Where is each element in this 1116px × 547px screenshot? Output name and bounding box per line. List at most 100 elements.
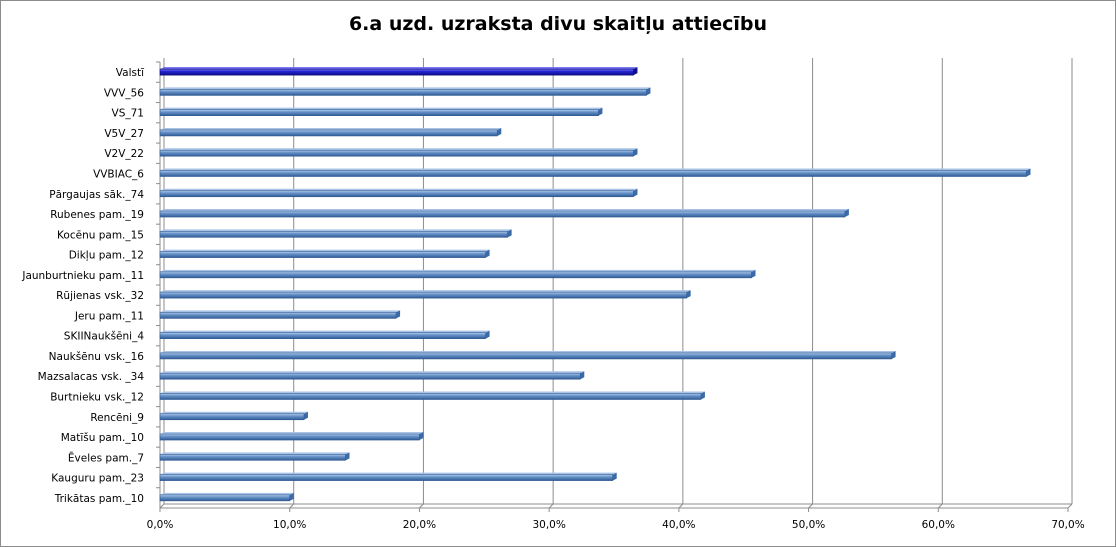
category-label-19: Ēveles pam._7: [68, 451, 144, 464]
bar-cap-17: [303, 411, 308, 420]
bar-cap-11: [686, 290, 691, 299]
bar-face-4: [159, 149, 634, 157]
category-label-21: Trikātas pam._10: [54, 493, 144, 505]
bar-top-17: [160, 411, 308, 414]
category-label-8: Kocēnu pam._15: [57, 229, 144, 241]
bar-top-9: [160, 249, 490, 252]
gridline-floor-7: [1067, 503, 1073, 509]
bar-cap-19: [345, 452, 350, 461]
bar-cap-0: [633, 67, 638, 76]
bar-top-13: [160, 330, 490, 333]
bar-cap-8: [507, 229, 512, 238]
bar-cap-7: [844, 209, 849, 218]
bar-top-16: [160, 391, 705, 394]
bar-cap-4: [633, 148, 638, 157]
bar-top-21: [160, 492, 294, 495]
bar-5: [159, 168, 1031, 177]
bar-cap-15: [580, 371, 585, 380]
bar-face-5: [159, 170, 1027, 177]
gridline-floor-2: [419, 503, 424, 509]
x-tick-label-5: 50,0%: [792, 519, 825, 531]
bar-top-4: [160, 148, 638, 151]
bar-18: [159, 432, 424, 441]
bar-20: [159, 472, 617, 481]
chart-title: 6.a uzd. uzraksta divu skaitļu attiecību: [348, 13, 768, 35]
bar-face-17: [159, 413, 305, 421]
category-label-16: Burtnieku vsk._12: [50, 392, 144, 404]
bar-cap-18: [419, 432, 424, 441]
category-label-9: Dikļu pam._12: [69, 250, 144, 262]
category-label-4: V2V_22: [104, 148, 144, 160]
bar-face-8: [159, 231, 508, 238]
bar-12: [159, 310, 401, 319]
x-tick-label-4: 40,0%: [662, 519, 695, 531]
bar-face-21: [159, 494, 291, 502]
category-label-1: VVV_56: [104, 87, 144, 99]
gridline-floor-6: [937, 503, 943, 509]
bar-face-9: [159, 251, 486, 258]
bar-cap-12: [396, 310, 401, 319]
bar-face-11: [159, 291, 687, 299]
bar-face-15: [159, 372, 581, 380]
bar-9: [159, 249, 490, 258]
category-label-7: Rubenes pam._19: [50, 209, 144, 221]
bar-face-18: [159, 433, 420, 441]
bar-15: [159, 371, 585, 380]
bar-face-2: [159, 109, 599, 116]
bar-7: [159, 209, 849, 218]
bar-cap-20: [612, 472, 617, 481]
bar-17: [159, 411, 308, 421]
bar-face-10: [159, 271, 752, 279]
bar-top-3: [160, 127, 502, 130]
bar-cap-16: [700, 391, 705, 400]
bar-top-1: [160, 87, 651, 90]
bar-4: [159, 148, 638, 157]
category-label-3: V5V_27: [104, 128, 144, 140]
bar-top-2: [160, 107, 603, 110]
bar-11: [159, 290, 691, 299]
bar-cap-5: [1026, 168, 1031, 177]
bar-cap-3: [497, 127, 502, 136]
x-tick-label-3: 30,0%: [532, 519, 565, 531]
bar-top-20: [160, 472, 617, 475]
gridline-floor-5: [808, 503, 813, 509]
bar-top-6: [160, 188, 638, 191]
x-tick-label-7: 70,0%: [1051, 519, 1084, 531]
bar-face-3: [159, 129, 498, 137]
gridline-floor-0: [159, 503, 165, 509]
bar-face-19: [159, 454, 346, 461]
bar-cap-14: [891, 350, 896, 359]
bar-face-1: [159, 89, 647, 96]
bar-face-16: [159, 393, 702, 400]
bar-top-14: [160, 350, 896, 353]
category-label-2: VS_71: [112, 108, 144, 120]
bar-3: [159, 127, 502, 137]
bar-8: [159, 229, 512, 238]
category-label-12: Jeru pam._11: [74, 310, 144, 322]
bar-cap-1: [646, 87, 651, 96]
bar-top-11: [160, 290, 691, 293]
category-label-10: Jaunburtnieku pam._11: [21, 270, 144, 282]
x-tick-label-0: 0,0%: [147, 519, 174, 531]
category-label-0: Valstī: [116, 67, 144, 79]
gridline-floor-1: [289, 503, 295, 509]
bar-14: [159, 350, 896, 360]
gridline-floor-3: [548, 503, 554, 509]
bar-top-12: [160, 310, 401, 313]
bar-0: [159, 67, 638, 76]
category-label-5: VVBIAC_6: [93, 169, 144, 181]
bar-face-13: [159, 332, 486, 339]
x-tick-label-6: 60,0%: [922, 519, 955, 531]
bar-face-14: [159, 352, 892, 360]
bar-cap-9: [485, 249, 490, 258]
bar-top-19: [160, 452, 350, 455]
bar-face-20: [159, 474, 614, 481]
bar-top-0: [160, 67, 638, 70]
x-tick-label-2: 20,0%: [403, 519, 436, 531]
bar-19: [159, 452, 350, 461]
gridline-floor-4: [678, 503, 684, 509]
bar-top-10: [160, 269, 756, 272]
bar-10: [159, 269, 756, 279]
bar-face-7: [159, 210, 846, 218]
category-label-14: Naukšēnu vsk._16: [49, 351, 145, 363]
